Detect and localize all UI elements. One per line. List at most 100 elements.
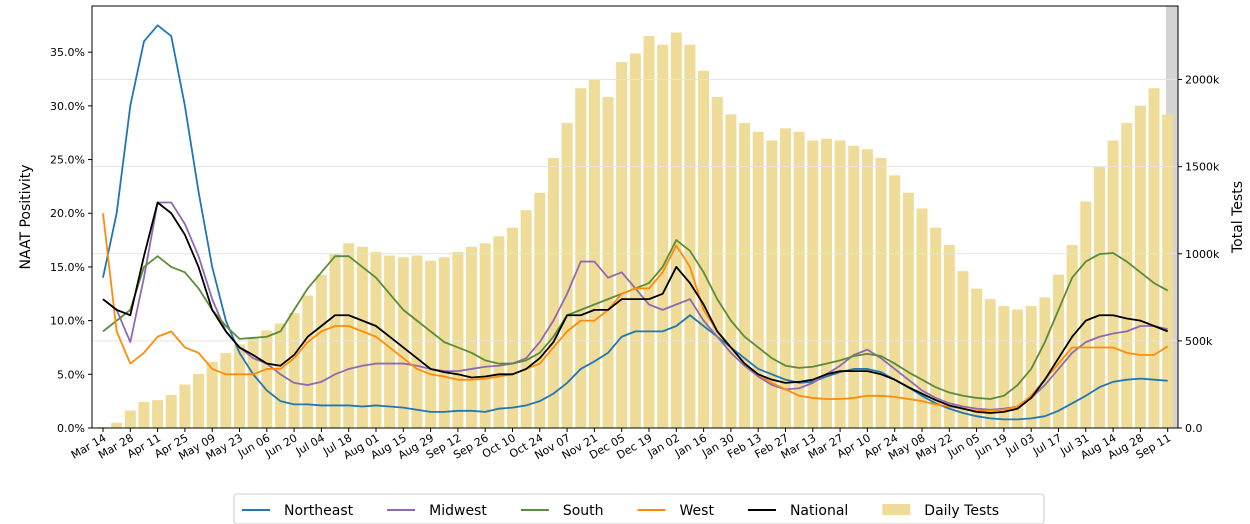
legend-label: South: [563, 503, 604, 519]
bar: [179, 384, 191, 428]
y2-tick-label: 1000k: [1185, 248, 1220, 261]
bar: [725, 114, 737, 429]
y-axis-title: NAAT Positivity: [18, 165, 34, 270]
y-tick-label: 5.0%: [57, 368, 85, 381]
x-tick-label: Jul 03: [1003, 431, 1037, 458]
bar: [261, 330, 273, 428]
y-tick-label: 15.0%: [50, 261, 85, 274]
lines: [102, 24, 1169, 421]
bar: [807, 140, 819, 428]
bar: [315, 274, 327, 428]
bar: [1134, 105, 1146, 428]
legend-swatch: [882, 504, 911, 515]
y-tick-label: 0.0%: [57, 422, 85, 435]
bar: [834, 140, 846, 428]
bar: [916, 208, 928, 428]
bar: [411, 255, 423, 428]
bar: [1053, 274, 1064, 428]
bar: [1093, 166, 1105, 428]
bar: [534, 192, 546, 428]
bar: [206, 361, 218, 428]
legend-label: National: [790, 503, 848, 519]
bar: [820, 138, 832, 429]
bar: [397, 257, 409, 428]
bar: [165, 394, 177, 428]
bar: [889, 175, 901, 428]
bar: [561, 123, 573, 429]
y-tick-label: 35.0%: [50, 46, 85, 59]
bar: [356, 246, 368, 428]
y2-tick-label: 500k: [1185, 335, 1213, 348]
bar: [943, 245, 955, 428]
bar: [520, 210, 532, 428]
bar: [711, 96, 723, 428]
bar: [384, 255, 396, 428]
bar: [547, 157, 559, 428]
y2-tick-label: 2000k: [1185, 74, 1220, 87]
bar: [1039, 297, 1051, 428]
bar: [848, 145, 860, 428]
plot-frame: [91, 5, 1179, 429]
bar: [861, 149, 873, 428]
bar: [575, 88, 587, 428]
bar: [220, 353, 232, 428]
bar: [466, 246, 478, 428]
bar: [343, 243, 355, 428]
bar: [1107, 140, 1119, 428]
bar: [193, 373, 205, 428]
bar: [247, 337, 259, 428]
bar: [234, 344, 245, 428]
bar: [138, 401, 150, 428]
bar: [902, 192, 914, 428]
bar: [370, 252, 382, 428]
bar: [971, 288, 983, 428]
y-tick-label: 25.0%: [50, 154, 85, 167]
bar: [643, 35, 655, 428]
bar: [684, 44, 696, 429]
y-tick-label: 10.0%: [50, 315, 85, 328]
bar: [670, 32, 682, 429]
y2-tick-label: 1500k: [1185, 161, 1220, 174]
bar: [493, 236, 505, 428]
bar: [739, 123, 751, 429]
bar: [111, 422, 123, 428]
bars: [97, 32, 1174, 429]
bar: [452, 252, 464, 428]
grid: [92, 79, 1178, 342]
y-tick-label: 30.0%: [50, 100, 85, 113]
bar: [629, 53, 641, 428]
legend: Northeast Midwest South West National Daily T…: [242, 503, 999, 519]
bar: [274, 323, 286, 428]
bar: [479, 243, 491, 428]
series-line: [102, 24, 1168, 421]
bar: [1148, 88, 1160, 428]
bar: [288, 313, 300, 428]
bar: [698, 70, 710, 428]
legend-label: West: [680, 503, 715, 519]
legend-label: Northeast: [284, 503, 354, 519]
bar: [998, 306, 1010, 428]
bar: [875, 157, 887, 428]
bar: [507, 227, 518, 428]
legend-label: Midwest: [429, 503, 487, 519]
bar: [616, 62, 628, 429]
bar: [1080, 201, 1092, 428]
x-tick-label: Jul 04: [293, 431, 327, 458]
bar: [124, 410, 136, 428]
bar: [752, 131, 764, 428]
bar: [793, 131, 805, 428]
bar: [1121, 123, 1133, 429]
legend-label: Daily Tests: [924, 503, 999, 519]
bar: [1012, 309, 1024, 428]
bar: [780, 128, 791, 429]
bar: [152, 400, 164, 428]
bar: [302, 295, 314, 428]
y2-tick-label: 0.0: [1185, 422, 1203, 435]
bar: [1162, 114, 1174, 429]
bar: [602, 96, 614, 428]
bar: [930, 227, 942, 428]
y-tick-label: 20.0%: [50, 207, 85, 220]
bar: [984, 299, 996, 428]
bar: [657, 44, 669, 429]
bar: [425, 260, 437, 428]
